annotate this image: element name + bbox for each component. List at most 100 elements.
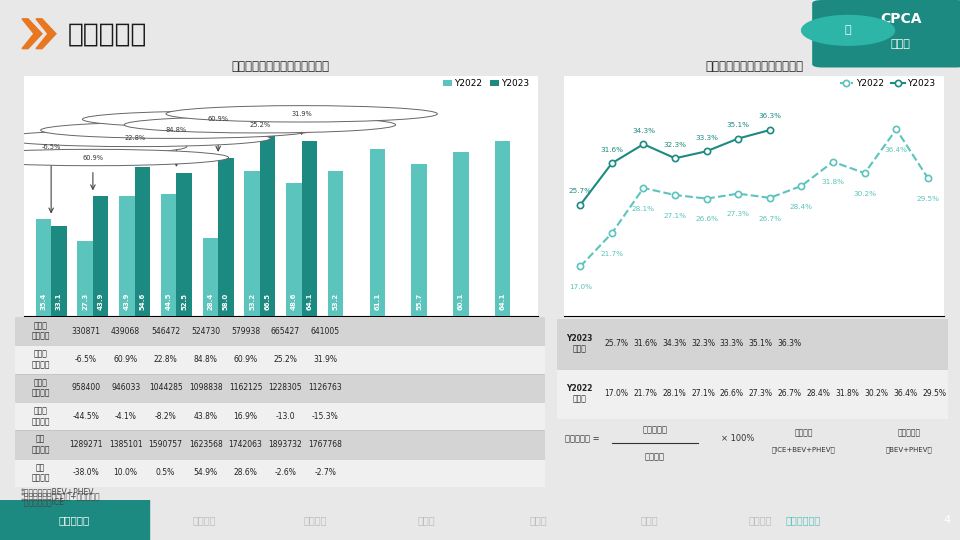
Text: 1623568: 1623568 xyxy=(189,440,223,449)
Text: 641005: 641005 xyxy=(311,327,340,336)
Text: 26.7%: 26.7% xyxy=(778,389,802,398)
Text: 64.1: 64.1 xyxy=(500,293,506,310)
Text: 新能源市场: 新能源市场 xyxy=(642,425,667,434)
Text: 34.3%: 34.3% xyxy=(632,127,655,133)
Text: 55.7: 55.7 xyxy=(417,293,422,310)
Y2023 xyxy=(606,160,617,166)
Text: 60.9%: 60.9% xyxy=(207,116,228,122)
Text: 总体市场: 总体市场 xyxy=(794,429,813,437)
Text: 总体
市场同比: 总体 市场同比 xyxy=(32,463,50,483)
Bar xyxy=(453,152,468,316)
Text: CPCA: CPCA xyxy=(880,12,922,26)
Text: 52.5: 52.5 xyxy=(181,293,187,310)
Text: 新能源市场: 新能源市场 xyxy=(59,515,90,525)
Text: 1098838: 1098838 xyxy=(189,383,223,393)
Text: 1590757: 1590757 xyxy=(149,440,182,449)
Polygon shape xyxy=(22,19,42,49)
Bar xyxy=(15,346,545,374)
Text: 43.9: 43.9 xyxy=(124,293,130,310)
Y2022 xyxy=(923,175,934,181)
Text: 31.6%: 31.6% xyxy=(600,147,623,153)
Ellipse shape xyxy=(40,122,312,138)
Text: Y2022
渗透率: Y2022 渗透率 xyxy=(566,384,592,403)
Bar xyxy=(134,167,150,316)
Bar xyxy=(370,149,385,316)
Text: 销量榜: 销量榜 xyxy=(529,515,547,525)
Text: 1126763: 1126763 xyxy=(308,383,343,393)
Bar xyxy=(177,173,192,316)
Text: 注：渗透率 =: 注：渗透率 = xyxy=(564,434,599,443)
Bar xyxy=(557,319,948,368)
Text: 25.2%: 25.2% xyxy=(274,355,298,364)
Bar xyxy=(51,226,66,316)
Text: 53.2: 53.2 xyxy=(250,293,255,310)
Ellipse shape xyxy=(0,130,271,146)
Bar xyxy=(161,194,177,316)
Text: 26.6%: 26.6% xyxy=(695,216,718,222)
Legend: Y2022, Y2023: Y2022, Y2023 xyxy=(439,75,533,92)
Bar xyxy=(245,171,260,316)
Bar xyxy=(15,458,545,487)
Text: 轿车大类: 轿车大类 xyxy=(193,515,216,525)
Y2022 xyxy=(701,195,712,202)
Bar xyxy=(119,196,134,316)
Text: 28.4%: 28.4% xyxy=(806,389,830,398)
Bar xyxy=(15,317,545,346)
Text: 1044285: 1044285 xyxy=(149,383,182,393)
Text: 1162125: 1162125 xyxy=(228,383,262,393)
Text: 17.0%: 17.0% xyxy=(604,389,628,398)
Y2022 xyxy=(637,185,649,191)
Bar xyxy=(36,219,51,316)
Text: 25.2%: 25.2% xyxy=(250,122,271,128)
Text: 10.0%: 10.0% xyxy=(113,468,137,477)
Text: -4.1%: -4.1% xyxy=(114,411,136,421)
Bar xyxy=(557,368,948,418)
Y2022 xyxy=(764,194,776,201)
Text: 66.5: 66.5 xyxy=(265,293,271,310)
Text: 乘: 乘 xyxy=(845,25,852,36)
Text: 17.0%: 17.0% xyxy=(568,284,591,290)
Text: 36.4%: 36.4% xyxy=(885,147,908,153)
Text: 60.1: 60.1 xyxy=(458,293,464,310)
Text: 燃油车
市场同比: 燃油车 市场同比 xyxy=(32,407,50,426)
Text: 1289271: 1289271 xyxy=(69,440,103,449)
Text: -6.5%: -6.5% xyxy=(41,144,60,150)
Text: 28.4: 28.4 xyxy=(207,293,213,310)
Bar xyxy=(15,402,545,430)
Text: 58.0: 58.0 xyxy=(223,293,228,310)
Text: 54.9%: 54.9% xyxy=(194,468,218,477)
Text: 总体市场: 总体市场 xyxy=(645,452,664,461)
Text: 新势力: 新势力 xyxy=(418,515,436,525)
Text: × 100%: × 100% xyxy=(721,434,755,443)
Text: 豪华品牌: 豪华品牌 xyxy=(304,515,327,525)
Text: 32.3%: 32.3% xyxy=(691,339,715,348)
Text: 946033: 946033 xyxy=(111,383,140,393)
Y2023 xyxy=(764,127,776,133)
Text: 乘联合: 乘联合 xyxy=(891,39,911,49)
Title: 新能源市场月度零售销量渗透率: 新能源市场月度零售销量渗透率 xyxy=(705,60,804,73)
Text: 21.7%: 21.7% xyxy=(600,251,623,257)
Text: -38.0%: -38.0% xyxy=(72,468,99,477)
Text: 28.1%: 28.1% xyxy=(632,206,655,212)
Ellipse shape xyxy=(0,138,187,155)
Text: 26.6%: 26.6% xyxy=(720,389,744,398)
Text: 26.7%: 26.7% xyxy=(758,215,781,221)
Text: 43.8%: 43.8% xyxy=(194,411,218,421)
FancyBboxPatch shape xyxy=(812,0,960,68)
Text: -15.3%: -15.3% xyxy=(312,411,339,421)
Text: 1228305: 1228305 xyxy=(269,383,302,393)
Bar xyxy=(286,183,301,316)
Text: 0.5%: 0.5% xyxy=(156,468,176,477)
Y2022 xyxy=(606,230,617,237)
Text: 958400: 958400 xyxy=(71,383,100,393)
Y2022 xyxy=(669,192,681,198)
Text: 54.6: 54.6 xyxy=(139,293,145,310)
Text: 27.1%: 27.1% xyxy=(663,213,686,219)
Text: 27.1%: 27.1% xyxy=(691,389,715,398)
Y2023 xyxy=(701,148,712,154)
Text: 31.8%: 31.8% xyxy=(822,179,845,186)
Circle shape xyxy=(802,16,895,45)
Text: 燃油车
市场销量: 燃油车 市场销量 xyxy=(32,378,50,397)
Polygon shape xyxy=(36,19,56,49)
Y2022 xyxy=(859,170,871,177)
